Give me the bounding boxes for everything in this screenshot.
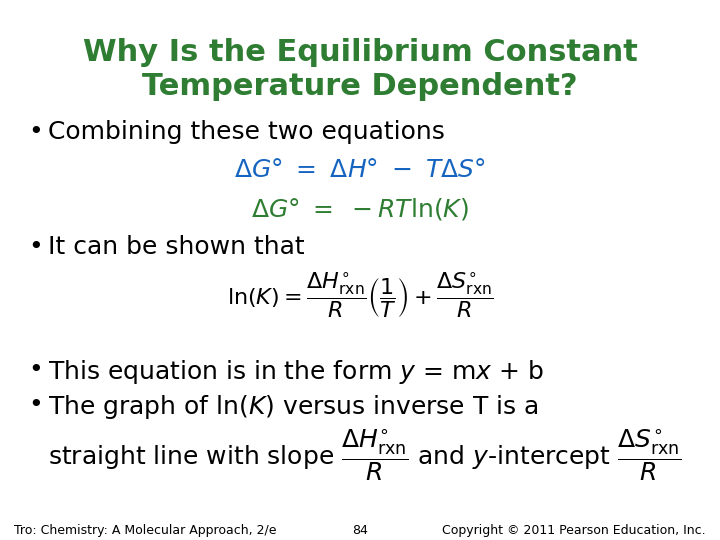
Text: Why Is the Equilibrium Constant: Why Is the Equilibrium Constant [83, 38, 637, 67]
Text: It can be shown that: It can be shown that [48, 235, 305, 259]
Text: $\ln(K) = \dfrac{\Delta H^{\circ}_{\rm rxn}}{R}\left(\dfrac{1}{T}\right) + \dfra: $\ln(K) = \dfrac{\Delta H^{\circ}_{\rm r… [227, 270, 493, 320]
Text: •: • [28, 358, 42, 382]
Text: 84: 84 [352, 524, 368, 537]
Text: This equation is in the form $y$ = m$x$ + b: This equation is in the form $y$ = m$x$ … [48, 358, 544, 386]
Text: straight line with slope $\dfrac{\Delta H^{\circ}_{\rm rxn}}{R}$ and $y$-interce: straight line with slope $\dfrac{\Delta … [48, 428, 682, 483]
Text: Temperature Dependent?: Temperature Dependent? [142, 72, 578, 101]
Text: Copyright © 2011 Pearson Education, Inc.: Copyright © 2011 Pearson Education, Inc. [442, 524, 706, 537]
Text: Combining these two equations: Combining these two equations [48, 120, 445, 144]
Text: •: • [28, 393, 42, 417]
Text: The graph of ln($K$) versus inverse T is a: The graph of ln($K$) versus inverse T is… [48, 393, 539, 421]
Text: •: • [28, 235, 42, 259]
Text: $\Delta G°\ =\ \Delta H°\ -\ T\Delta S°$: $\Delta G°\ =\ \Delta H°\ -\ T\Delta S°$ [234, 158, 486, 182]
Text: $\Delta G°\ =\ -RT\ln(K)$: $\Delta G°\ =\ -RT\ln(K)$ [251, 196, 469, 222]
Text: Tro: Chemistry: A Molecular Approach, 2/e: Tro: Chemistry: A Molecular Approach, 2/… [14, 524, 276, 537]
Text: •: • [28, 120, 42, 144]
